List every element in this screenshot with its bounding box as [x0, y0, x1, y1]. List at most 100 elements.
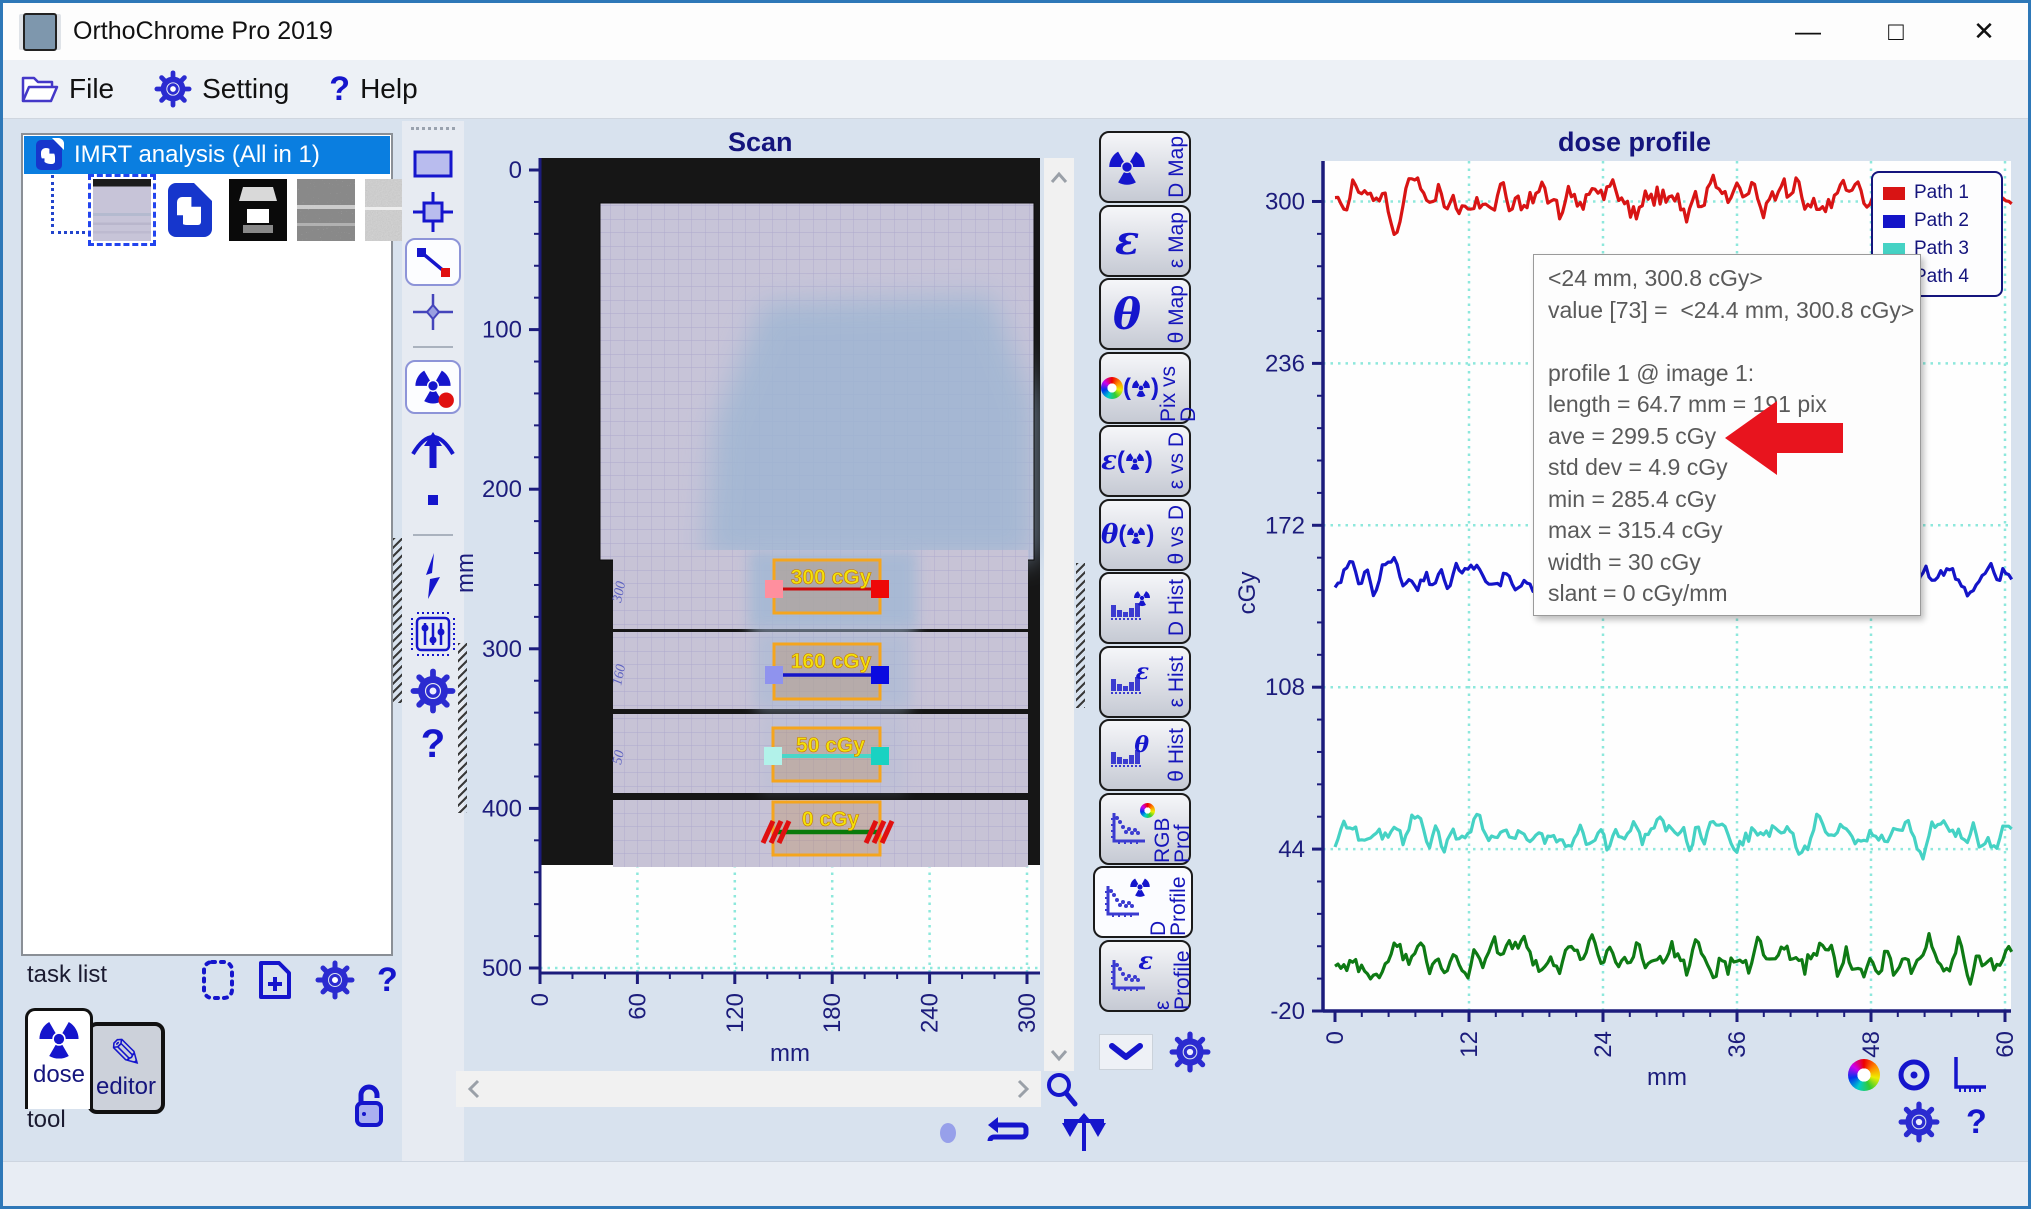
calibration-chip-tool[interactable]: [407, 608, 459, 660]
task-list-label: task list: [27, 961, 108, 988]
svg-text:160: 160: [610, 663, 629, 687]
folder-icon: [21, 74, 59, 104]
view-tab-rgb-prof[interactable]: RGB Prof: [1099, 792, 1194, 865]
scan-vertical-scrollbar[interactable]: [1044, 158, 1074, 1071]
thumbnail-dose-map[interactable]: [229, 179, 287, 241]
tooltip-line: profile 1 @ image 1:: [1548, 359, 1755, 386]
svg-text:mm: mm: [770, 1040, 810, 1067]
svg-text:500: 500: [482, 955, 522, 982]
svg-text:mm: mm: [1647, 1064, 1687, 1091]
hist-epsilon-icon: ε: [1101, 659, 1153, 695]
circled-dot-icon[interactable]: [1896, 1057, 1932, 1093]
question-icon: ?: [329, 69, 351, 108]
splitter-handle[interactable]: [393, 538, 402, 703]
tool-tab-editor[interactable]: ✎ editor: [87, 1022, 165, 1114]
axes-icon[interactable]: [1948, 1055, 1988, 1095]
flash-tool[interactable]: [407, 548, 459, 604]
splitter-handle[interactable]: [1076, 563, 1085, 708]
svg-text:cGy: cGy: [1234, 572, 1261, 615]
line-profile-tool[interactable]: [405, 238, 461, 286]
view-tab-θ-hist[interactable]: θ θ Hist: [1099, 719, 1191, 791]
view-tab-label: ε Map: [1165, 212, 1188, 269]
view-tab-ε-map[interactable]: ε ε Map: [1099, 204, 1191, 277]
center-marker-tool[interactable]: [407, 190, 459, 234]
scan-horizontal-scrollbar[interactable]: [456, 1071, 1041, 1107]
task-settings-gear-icon[interactable]: [315, 960, 355, 1000]
splitter-handle[interactable]: [458, 643, 467, 813]
svg-text:12: 12: [1456, 1031, 1483, 1058]
view-tab-pix-vs-d[interactable]: () Pix vs D: [1099, 351, 1200, 424]
minimize-button[interactable]: —: [1795, 16, 1821, 46]
collapse-tabs-button[interactable]: [1099, 1034, 1153, 1070]
wheel-trefoil-icon: (): [1101, 374, 1159, 402]
chart-gear-icon[interactable]: [1898, 1101, 1940, 1143]
svg-text:0: 0: [509, 157, 522, 184]
svg-text:60: 60: [1992, 1031, 2019, 1058]
tool-tab-dose[interactable]: dose: [25, 1008, 93, 1109]
prof-epsilon-icon: ε: [1101, 946, 1153, 994]
toolbar-gear-icon[interactable]: [407, 664, 459, 718]
loop-icon[interactable]: [982, 1113, 1034, 1153]
tool-label: tool: [27, 1106, 66, 1133]
tree-item-imrt-analysis[interactable]: IMRT analysis (All in 1): [24, 136, 390, 174]
view-tab-label: θ Map: [1165, 284, 1188, 344]
legend-swatch: [1883, 186, 1905, 200]
svg-text:108: 108: [1265, 674, 1305, 701]
scan-zoom-magnifier-icon[interactable]: [1044, 1071, 1078, 1109]
view-tab-ε-hist[interactable]: ε ε Hist: [1099, 645, 1191, 718]
svg-text:120: 120: [722, 993, 749, 1033]
unlock-icon[interactable]: [351, 1081, 389, 1131]
color-wheel-icon[interactable]: [1848, 1059, 1880, 1091]
scales-icon[interactable]: [1058, 1111, 1110, 1155]
dose-overlay-tool[interactable]: [405, 360, 461, 414]
view-tab-d-map[interactable]: D Map: [1099, 131, 1191, 203]
svg-text:100: 100: [482, 317, 522, 344]
legend-label: Path 3: [1914, 238, 1969, 259]
document-icon: [36, 138, 64, 170]
svg-text:180: 180: [819, 993, 846, 1033]
menu-setting[interactable]: Setting: [154, 70, 289, 108]
select-task-icon[interactable]: [201, 959, 235, 1001]
view-tab-label: θ vs D: [1165, 504, 1188, 565]
scan-panel-title: Scan: [728, 127, 793, 157]
toolbar-grip[interactable]: [411, 127, 455, 130]
trefoil-icon: [37, 1017, 81, 1061]
toolbar-separator: [413, 534, 453, 536]
task-help-icon[interactable]: ?: [377, 960, 398, 999]
peak-arrow-tool[interactable]: [407, 418, 459, 474]
maximize-button[interactable]: □: [1888, 16, 1904, 46]
view-tab-ε-vs-d[interactable]: ε() ε vs D: [1099, 425, 1191, 497]
tabs-gear-icon[interactable]: [1169, 1031, 1211, 1073]
svg-text:48: 48: [1858, 1031, 1885, 1058]
svg-text:300: 300: [482, 636, 522, 663]
new-task-icon[interactable]: [257, 959, 293, 1001]
rect-roi-tool[interactable]: [407, 142, 459, 186]
close-button[interactable]: ✕: [1973, 16, 1995, 46]
toolbar-help-icon[interactable]: ?: [420, 721, 446, 766]
svg-text:236: 236: [1265, 350, 1305, 377]
small-square-tool[interactable]: [407, 478, 459, 522]
task-list-panel: IMRT analysis (All in 1): [21, 133, 423, 956]
chart-help-icon[interactable]: ?: [1966, 1102, 1987, 1141]
view-tab-θ-map[interactable]: θ θ Map: [1099, 278, 1191, 350]
thumbnail-document[interactable]: [161, 179, 219, 241]
svg-text:0: 0: [1322, 1031, 1349, 1044]
view-tab-θ-vs-d[interactable]: θ() θ vs D: [1099, 498, 1191, 571]
menu-file[interactable]: File: [21, 73, 114, 105]
pencil-icon: ✎: [109, 1032, 143, 1076]
view-tab-d-hist[interactable]: D Hist: [1099, 572, 1191, 644]
thumbnail-noise-dark[interactable]: [297, 179, 355, 241]
svg-text:0 cGy: 0 cGy: [802, 808, 860, 831]
thumbnail-scan-image[interactable]: [88, 174, 156, 246]
view-tab-label: D Hist: [1165, 579, 1188, 637]
svg-text:36: 36: [1724, 1031, 1751, 1058]
point-tool[interactable]: [407, 290, 459, 334]
title-bar: OrthoChrome Pro 2019 — □ ✕: [3, 3, 2028, 60]
hist-theta-icon: θ: [1101, 732, 1153, 768]
tree-connector: [51, 175, 98, 234]
view-tab-d-profile[interactable]: D Profile: [1093, 866, 1193, 938]
menu-help[interactable]: ? Help: [329, 69, 418, 108]
view-tab-label: RGB Prof: [1151, 816, 1194, 863]
trefoil-icon: [1101, 147, 1153, 187]
